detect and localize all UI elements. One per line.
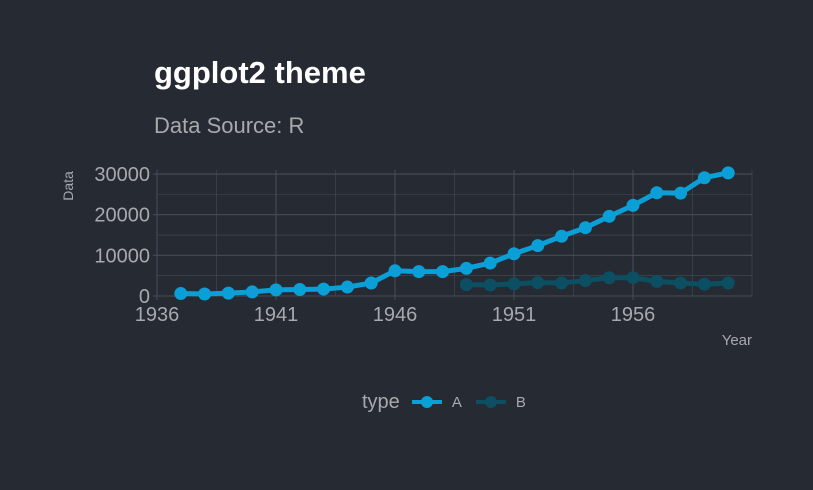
- data-point-a: [364, 276, 378, 290]
- data-point-b: [483, 278, 497, 292]
- y-tick-label: 0: [139, 286, 150, 308]
- data-point-a: [531, 239, 545, 253]
- data-point-a: [697, 171, 711, 185]
- data-point-a: [245, 285, 259, 299]
- data-point-a: [174, 287, 188, 301]
- data-point-b: [674, 276, 688, 290]
- x-tick-label: 1946: [373, 304, 418, 326]
- data-point-a: [555, 229, 569, 243]
- axis-layer: 1936 1941 1946 1951 1956 0 10000 20000 30000: [94, 164, 655, 326]
- data-point-a: [626, 198, 640, 212]
- legend-key-a: [411, 396, 442, 408]
- data-point-b: [721, 276, 735, 290]
- data-point-a: [388, 264, 402, 278]
- data-point-a: [221, 286, 235, 300]
- legend-key-b: [475, 396, 506, 408]
- data-point-a: [269, 283, 283, 297]
- data-point-a: [340, 280, 354, 294]
- data-point-a: [412, 265, 426, 279]
- x-axis-label: Year: [722, 332, 752, 349]
- series-layer: [174, 166, 735, 301]
- data-point-a: [459, 261, 473, 275]
- data-point-a: [293, 282, 307, 296]
- data-point-a: [602, 209, 616, 223]
- chart-subtitle: Data Source: R: [154, 113, 305, 138]
- legend-label-a: A: [451, 393, 462, 411]
- x-tick-label: 1956: [611, 304, 656, 326]
- y-tick-label: 30000: [94, 164, 150, 186]
- data-point-b: [555, 276, 569, 290]
- legend-title: type: [362, 390, 400, 413]
- x-tick-label: 1951: [492, 304, 537, 326]
- data-point-a: [483, 256, 497, 270]
- data-point-a: [317, 282, 331, 296]
- data-point-a: [198, 287, 212, 301]
- y-axis-label: Data: [60, 171, 76, 201]
- x-tick-label: 1941: [254, 304, 299, 326]
- legend: type A B: [362, 390, 538, 414]
- data-point-b: [531, 276, 545, 290]
- legend-item-a: A: [410, 390, 462, 414]
- data-point-b: [602, 271, 616, 285]
- data-point-b: [650, 274, 664, 288]
- legend-label-b: B: [515, 393, 526, 411]
- data-point-a: [436, 265, 450, 279]
- data-point-b: [697, 277, 711, 291]
- y-tick-label: 20000: [94, 205, 150, 227]
- series-line-b: [466, 275, 729, 288]
- data-point-b: [626, 271, 640, 285]
- data-point-b: [507, 277, 521, 291]
- data-point-a: [507, 247, 521, 261]
- data-point-a: [721, 166, 735, 180]
- data-point-b: [459, 278, 473, 292]
- data-point-b: [578, 274, 592, 288]
- legend-item-b: B: [474, 390, 526, 414]
- y-tick-label: 10000: [94, 245, 150, 267]
- data-point-a: [578, 221, 592, 235]
- grid-layer: [156, 170, 753, 297]
- x-tick-label: 1936: [135, 304, 180, 326]
- data-point-a: [674, 186, 688, 200]
- chart-title: ggplot2 theme: [154, 55, 366, 90]
- data-point-a: [650, 186, 664, 200]
